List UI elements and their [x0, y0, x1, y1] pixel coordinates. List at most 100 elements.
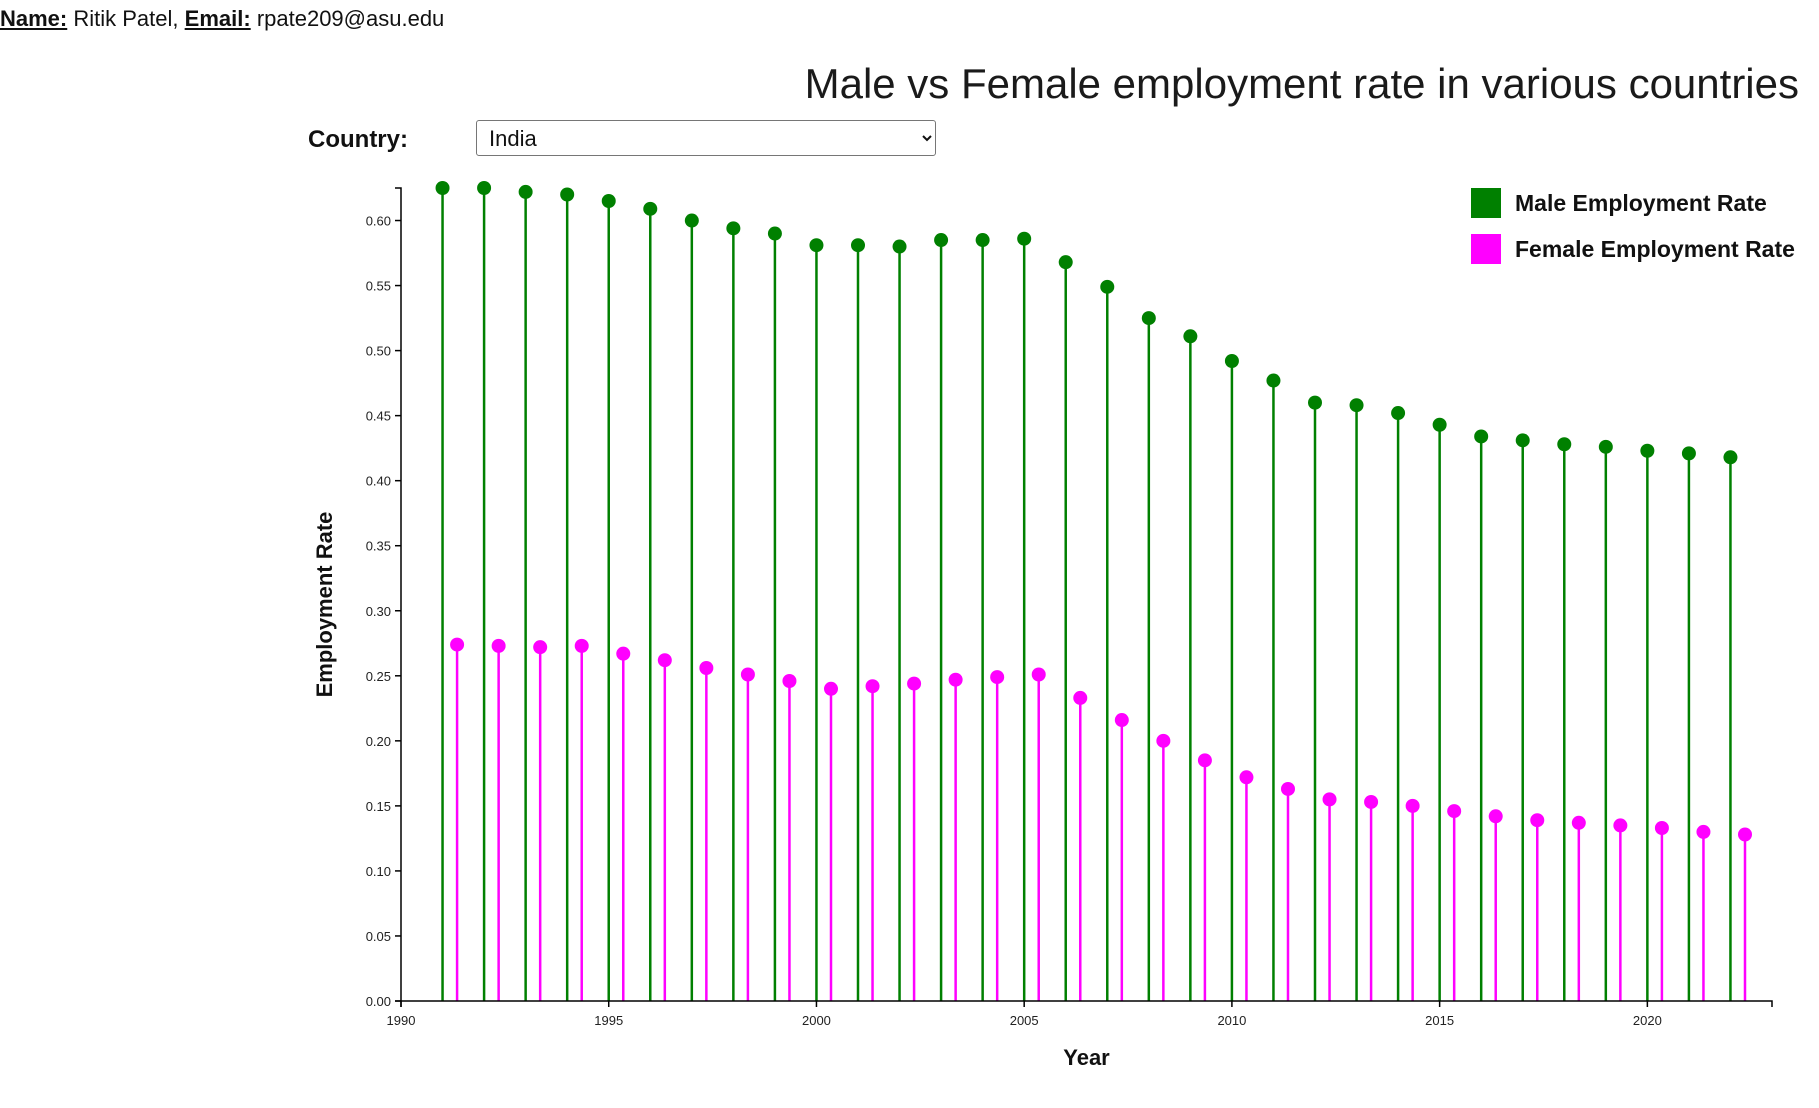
male-point-2007 [1100, 279, 1115, 294]
male-point-1999 [767, 226, 782, 241]
male-point-1996 [643, 201, 658, 216]
y-tick-label: 0.45 [366, 409, 391, 424]
male-point-2016 [1474, 429, 1489, 444]
male-point-2018 [1557, 437, 1572, 452]
y-tick-label: 0.05 [366, 929, 391, 944]
y-tick-label: 0.25 [366, 669, 391, 684]
male-point-1992 [477, 181, 492, 195]
female-point-2016 [1488, 809, 1503, 824]
x-tick-label: 2005 [1010, 1013, 1039, 1028]
chart-title: Male vs Female employment rate in variou… [804, 60, 1799, 107]
email-value: rpate209@asu.edu [256, 6, 445, 31]
x-tick-label: 1995 [594, 1013, 623, 1028]
x-axis-label: Year [1063, 1045, 1110, 1070]
female-point-1992 [491, 638, 506, 653]
y-tick-label: 0.10 [366, 864, 391, 879]
female-point-2011 [1280, 781, 1295, 796]
male-point-2004 [975, 233, 990, 248]
male-point-1995 [601, 194, 616, 209]
female-point-2017 [1530, 813, 1545, 828]
y-tick-label: 0.40 [366, 474, 391, 489]
female-point-1995 [616, 646, 631, 661]
male-point-2010 [1224, 354, 1239, 369]
male-point-2013 [1349, 398, 1364, 413]
female-point-1996 [657, 653, 672, 668]
female-point-1999 [782, 674, 797, 689]
y-tick-label: 0.50 [366, 344, 391, 359]
male-point-1994 [560, 187, 575, 202]
female-point-2004 [990, 670, 1005, 685]
male-point-2000 [809, 238, 824, 253]
name-label: Name: [0, 6, 68, 31]
y-tick-label: 0.55 [366, 279, 391, 294]
y-axis-label: Employment Rate [312, 512, 337, 698]
female-point-2002 [907, 676, 922, 691]
male-point-2020 [1640, 443, 1655, 458]
y-tick-label: 0.30 [366, 604, 391, 619]
male-point-2008 [1141, 311, 1156, 326]
x-tick-label: 2000 [802, 1013, 831, 1028]
male-point-2019 [1598, 439, 1613, 454]
male-point-2012 [1308, 395, 1322, 410]
y-tick-label: 0.00 [366, 994, 391, 1009]
female-point-2022 [1737, 827, 1752, 842]
female-point-2001 [865, 679, 880, 694]
female-point-2014 [1405, 798, 1420, 813]
female-point-2019 [1613, 818, 1628, 833]
male-point-2017 [1515, 433, 1530, 448]
male-point-2015 [1432, 417, 1447, 432]
y-tick-label: 0.60 [366, 214, 391, 229]
male-point-2006 [1058, 255, 1073, 270]
male-point-2011 [1266, 373, 1281, 388]
female-point-2018 [1571, 815, 1586, 830]
female-point-1998 [740, 667, 755, 682]
female-point-1997 [699, 660, 714, 675]
male-point-2009 [1183, 329, 1198, 344]
female-point-2020 [1654, 820, 1669, 835]
email-label: Email: [184, 6, 251, 31]
female-point-2007 [1114, 713, 1129, 728]
x-tick-label: 2010 [1217, 1013, 1246, 1028]
female-point-1991 [450, 637, 465, 652]
female-point-2006 [1073, 690, 1088, 705]
y-axis-line [395, 187, 402, 1002]
female-point-2012 [1322, 792, 1337, 807]
male-point-2001 [851, 238, 865, 253]
female-point-2009 [1197, 753, 1212, 768]
name-value: Ritik Patel, [73, 6, 179, 31]
female-point-1994 [574, 638, 589, 653]
legend-swatch-male [1471, 188, 1501, 218]
x-axis-line [400, 1000, 1773, 1007]
female-point-2010 [1239, 770, 1254, 785]
country-select[interactable]: India [476, 120, 936, 156]
male-point-2021 [1681, 446, 1696, 461]
male-point-1997 [684, 213, 699, 228]
legend-label-female: Female Employment Rate [1515, 236, 1795, 262]
male-point-2005 [1017, 231, 1032, 246]
y-tick-label: 0.35 [366, 539, 391, 554]
female-point-2000 [823, 681, 838, 696]
male-point-2022 [1723, 450, 1738, 465]
male-point-1998 [726, 221, 741, 236]
y-tick-label: 0.20 [366, 734, 391, 749]
male-point-2003 [934, 233, 949, 248]
female-point-2021 [1696, 824, 1711, 839]
female-point-1993 [533, 640, 548, 655]
male-point-1991 [435, 181, 450, 195]
legend-swatch-female [1471, 234, 1501, 264]
female-point-2013 [1364, 794, 1379, 809]
female-point-2008 [1156, 733, 1171, 748]
country-label: Country: [308, 126, 408, 153]
male-point-2014 [1391, 406, 1406, 421]
y-tick-label: 0.15 [366, 799, 391, 814]
female-point-2015 [1447, 804, 1462, 819]
female-point-2005 [1031, 667, 1046, 682]
male-point-2002 [892, 239, 907, 254]
legend-label-male: Male Employment Rate [1515, 190, 1767, 216]
student-info: Name: Ritik Patel, Email: rpate209@asu.e… [0, 4, 444, 34]
x-tick-label: 2020 [1633, 1013, 1662, 1028]
male-point-1993 [518, 184, 533, 199]
x-tick-label: 1990 [387, 1013, 416, 1028]
